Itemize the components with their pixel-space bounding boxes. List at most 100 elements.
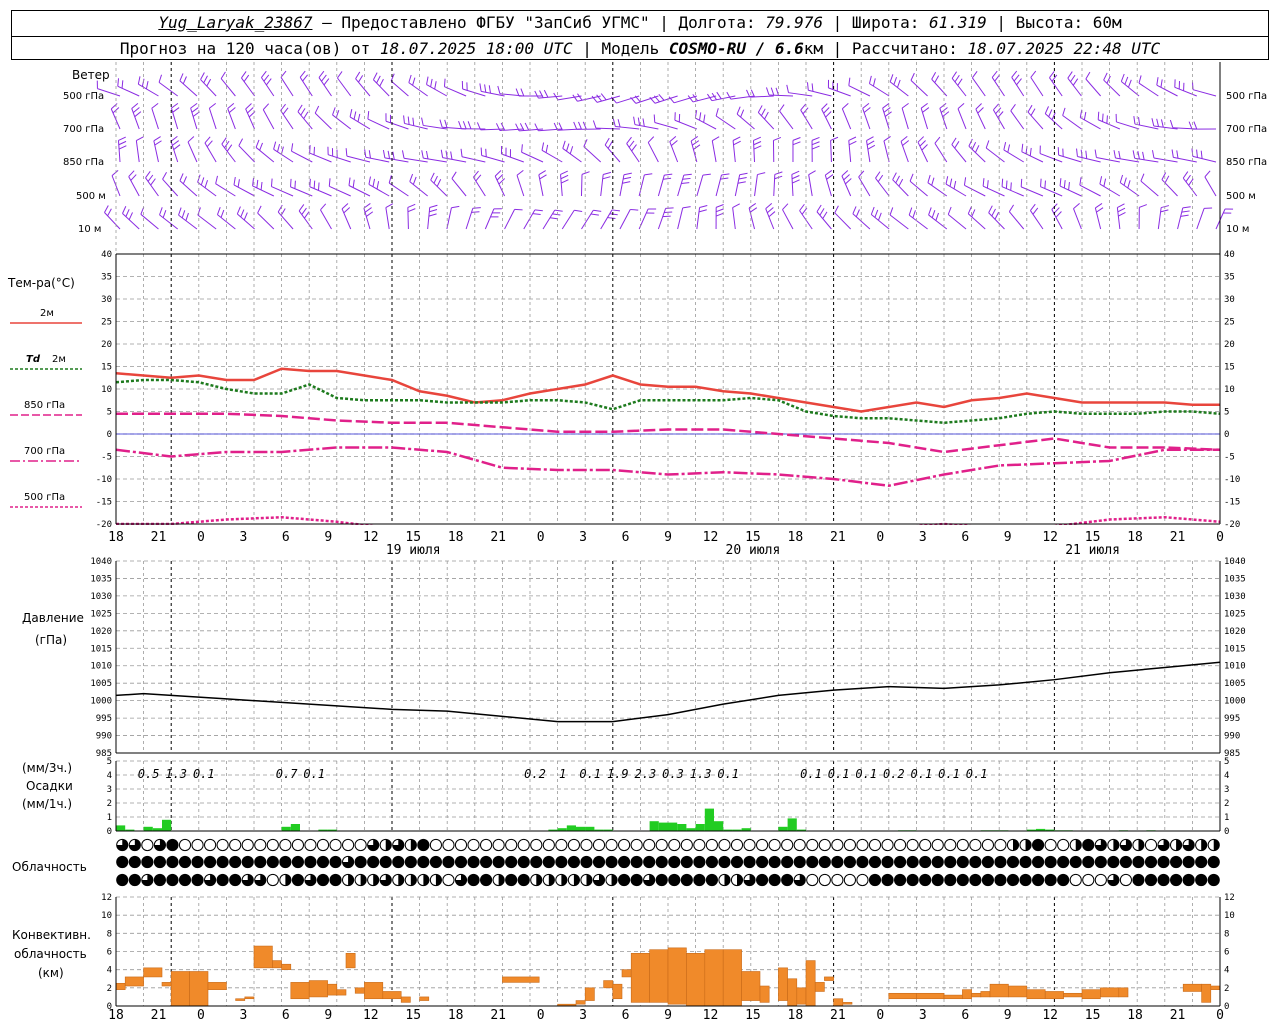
wind-barb-flag — [314, 105, 320, 114]
wind-barb-flag — [753, 136, 762, 141]
wind-barb-staff — [314, 112, 332, 130]
wind-barb-flag — [1044, 180, 1046, 189]
wind-barb — [1140, 173, 1159, 197]
wind-barb-flag — [825, 111, 832, 118]
wind-barb-staff — [385, 207, 390, 230]
conv-bar — [722, 949, 742, 1007]
cloud-circle — [1082, 838, 1095, 852]
wind-barb-flag — [628, 140, 635, 148]
wind-barb — [619, 209, 639, 230]
wind-barb-flag — [786, 84, 789, 93]
wind-barb-staff — [494, 175, 506, 197]
cloud-symbol — [1169, 855, 1183, 869]
wind-barb-staff — [442, 157, 467, 163]
wind-barb-flag — [882, 102, 890, 109]
cloud-circle — [178, 855, 192, 869]
wind-barb-flag — [630, 97, 637, 104]
wind-barb — [927, 174, 948, 197]
wind-barb-flag — [1032, 207, 1039, 215]
wind-barb-staff — [732, 207, 736, 230]
wind-barb — [104, 205, 121, 230]
wind-barb-flag — [560, 174, 569, 180]
wind-barb-flag — [1200, 150, 1203, 159]
wind-level-700hpa: 700 гПа — [63, 124, 104, 135]
cloud-symbol — [505, 838, 518, 852]
wind-barb-flag — [868, 75, 872, 84]
wind-barb — [1039, 145, 1063, 163]
wind-barb-staff — [562, 148, 582, 163]
cloud-circle — [1044, 873, 1057, 887]
cloud-circle — [216, 873, 229, 887]
cloud-symbol — [166, 855, 179, 869]
wind-barb — [573, 121, 601, 130]
wind-barb — [732, 203, 740, 230]
x-date-label: 21 июля — [1065, 543, 1120, 558]
cloud-symbol — [856, 838, 869, 852]
wind-barb-flag — [352, 179, 355, 188]
wind-barb — [320, 203, 332, 230]
wind-barb-flag — [1030, 203, 1036, 211]
cloud-circle — [429, 855, 443, 869]
wind-barb — [657, 173, 673, 197]
cloud-circle — [166, 838, 179, 852]
wind-barb-staff — [951, 144, 967, 163]
x-tick-hour: 12 — [363, 1008, 379, 1023]
cloud-circle — [116, 873, 129, 887]
wind-barb-flag — [332, 107, 336, 116]
wind-barb — [1188, 121, 1217, 130]
cloud-symbol — [655, 855, 668, 869]
cloud-symbol — [141, 855, 154, 869]
wind-barb — [314, 105, 332, 130]
cloud-half — [737, 874, 743, 886]
cloud-symbol — [668, 873, 681, 887]
y-tick-label-right: 10 — [1224, 911, 1235, 921]
cloud-symbol — [417, 873, 430, 887]
cloud-symbol — [379, 873, 392, 887]
cloud-symbol — [919, 873, 932, 887]
y-tick-label-left: 1015 — [90, 644, 112, 654]
conv-bar — [787, 978, 798, 1007]
wind-barb-flag — [934, 136, 941, 144]
cloud-symbol — [229, 873, 242, 887]
wind-barb-flag — [736, 106, 741, 115]
wind-barb-flag — [494, 170, 502, 177]
wind-barb — [1059, 178, 1082, 197]
cloud-circle — [1169, 873, 1183, 887]
wind-barb-staff — [170, 108, 179, 130]
wind-barb — [1030, 70, 1044, 97]
wind-barb-flag — [408, 74, 412, 83]
wind-barb-flag — [578, 121, 582, 130]
model-label: | Модель — [572, 39, 669, 58]
wind-barb-staff — [696, 174, 704, 197]
wind-barb-flag — [421, 117, 424, 126]
wind-barb-flag — [538, 170, 546, 176]
cloud-symbol — [492, 838, 505, 852]
cloud-symbol — [705, 838, 719, 852]
x-tick-hour: 15 — [1085, 530, 1101, 545]
cloud-circle — [693, 855, 706, 869]
cloud-circle — [229, 838, 242, 852]
wind-barb-flag — [497, 85, 501, 94]
wind-barb — [439, 119, 467, 130]
cloud-circle — [517, 855, 530, 869]
wind-barb-staff — [446, 207, 452, 230]
wind-barb-flag — [1117, 203, 1125, 208]
wind-barb-flag — [843, 174, 850, 181]
wind-barb-staff — [430, 179, 448, 197]
wind-barb-flag — [975, 103, 982, 110]
precip-3h-label: 0.1 — [717, 767, 739, 781]
cloud-symbol — [643, 855, 656, 869]
cloud-symbol — [467, 873, 480, 887]
wind-barb-flag — [430, 172, 435, 181]
cloud-symbol — [291, 873, 305, 887]
cloud-circle — [191, 838, 204, 852]
cloud-circle — [254, 838, 267, 852]
wind-barb-flag — [534, 209, 543, 212]
wind-barb-flag — [637, 117, 641, 126]
cloud-circle — [141, 838, 154, 852]
cloud-symbol — [1119, 838, 1133, 852]
wind-barb — [137, 76, 159, 97]
wind-barb-staff — [1119, 182, 1140, 197]
cloud-circle — [643, 838, 656, 852]
wind-barb-flag — [866, 136, 874, 142]
